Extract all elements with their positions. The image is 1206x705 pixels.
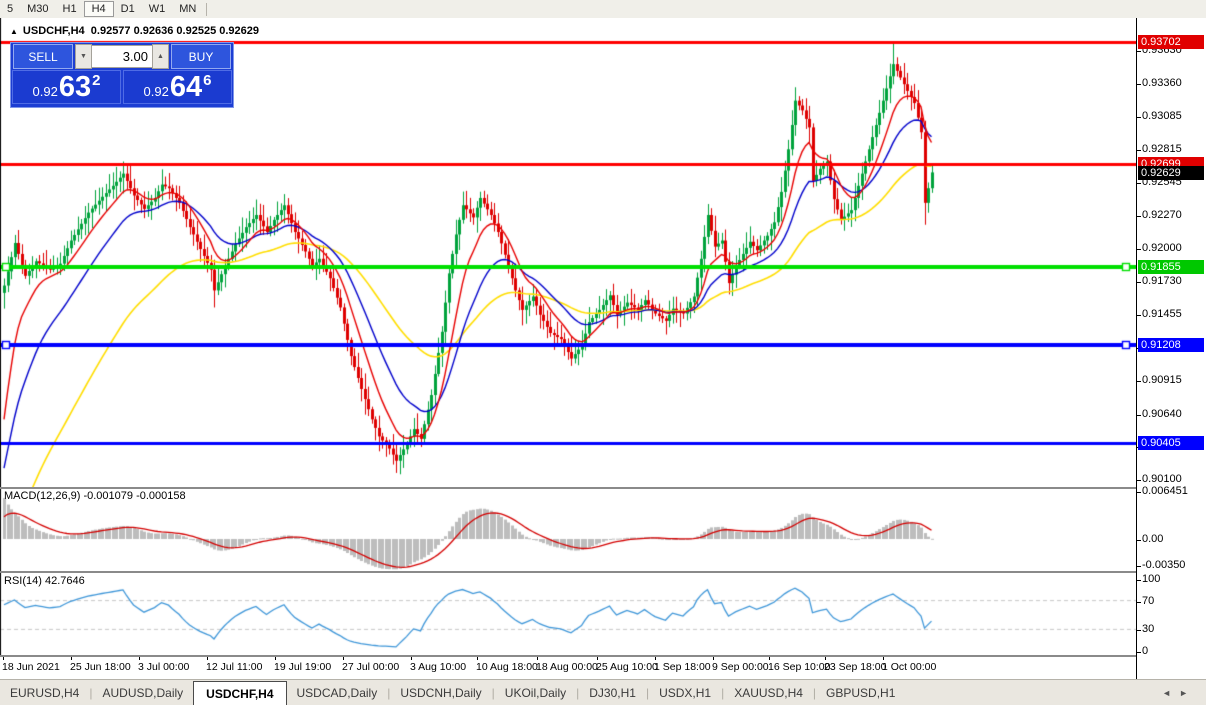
sell-price-prefix: 0.92 (32, 84, 58, 99)
time-axis-label: 9 Sep 00:00 (712, 657, 769, 673)
price-axis-tick: 0.90100 (1137, 473, 1182, 485)
timeframe-button-mn[interactable]: MN (179, 3, 197, 15)
rsi-axis-tick: 30 (1136, 623, 1155, 635)
tab-ukoil-daily[interactable]: UKOil,Daily (504, 686, 567, 700)
time-axis-label: 16 Sep 10:00 (768, 657, 831, 673)
price-axis-tick: 0.92815 (1137, 143, 1182, 155)
tab-separator: | (491, 686, 495, 700)
time-axis-label: 19 Jul 19:00 (274, 657, 332, 673)
one-click-trade-panel: SELL ▼ ▲ BUY 0.92 63 2 0.92 64 6 (10, 42, 234, 108)
time-axis-label: 27 Jul 00:00 (342, 657, 400, 673)
time-axis-label: 12 Jul 11:00 (206, 657, 263, 673)
timeframe-button-h1[interactable]: H1 (62, 3, 77, 15)
rsi-axis-tick: 0 (1136, 645, 1149, 657)
time-axis-label: 18 Jun 2021 (2, 657, 60, 673)
tab-separator: | (387, 686, 391, 700)
tab-usdchf-h4[interactable]: USDCHF,H4 (193, 680, 287, 705)
volume-decrease-button[interactable]: ▼ (75, 44, 92, 69)
sell-price-main: 63 (58, 71, 92, 103)
symbol-tab-bar: EURUSD,H4 | AUDUSD,Daily USDCHF,H4 USDCAD,Da… (0, 679, 1206, 705)
price-axis-tick: 0.91730 (1137, 275, 1182, 287)
time-axis-label: 25 Jun 18:00 (70, 657, 131, 673)
tab-usdcnh-daily[interactable]: USDCNH,Daily (400, 686, 482, 700)
tab-separator: | (645, 686, 650, 700)
macd-axis-tick: 0.00 (1136, 533, 1164, 545)
buy-price-pip: 6 (203, 72, 212, 89)
tab-scroll-arrows[interactable]: ◄► (1162, 688, 1196, 698)
tab-audusd-daily[interactable]: AUDUSD,Daily (102, 686, 184, 700)
macd-axis-tick: 0.006451 (1137, 485, 1188, 497)
tab-separator: | (812, 686, 817, 700)
time-axis-label: 10 Aug 18:00 (476, 657, 538, 673)
buy-price-display[interactable]: 0.92 64 6 (123, 70, 232, 104)
rsi-axis-tick: 70 (1136, 595, 1155, 607)
level-price-label: 0.90405 (1138, 436, 1204, 450)
time-axis-label: 1 Oct 00:00 (882, 657, 937, 673)
tab-separator: | (89, 686, 93, 700)
chart-ohlc-header: ▲ USDCHF,H4 0.92577 0.92636 0.92525 0.926… (10, 25, 259, 37)
time-axis-label: 23 Sep 18:00 (824, 657, 887, 673)
volume-input[interactable] (92, 45, 152, 68)
time-axis-label: 3 Aug 10:00 (410, 657, 467, 673)
timeframe-button-h4[interactable]: H4 (83, 1, 114, 17)
time-axis: 18 Jun 2021 25 Jun 18:00 3 Jul 00:00 12 Jul… (0, 657, 1136, 679)
price-axis-tick: 0.92270 (1137, 209, 1182, 221)
toolbar-separator (206, 2, 208, 16)
price-axis-tick: 0.90640 (1137, 408, 1182, 420)
sell-price-display[interactable]: 0.92 63 2 (12, 70, 121, 104)
level-price-label: 0.91208 (1138, 338, 1204, 352)
chart-region: ▲ USDCHF,H4 0.92577 0.92636 0.92525 0.926… (0, 18, 1206, 679)
level-price-label: 0.91855 (1138, 260, 1204, 274)
time-axis-label: 25 Aug 10:00 (596, 657, 658, 673)
timeframe-button-d1[interactable]: D1 (120, 3, 135, 15)
tab-eurusd-h4[interactable]: EURUSD,H4 (10, 686, 80, 700)
rsi-indicator-canvas[interactable] (0, 573, 1136, 657)
timeframe-toolbar: 5 M30 H1 H4 D1 W1 MN (0, 0, 1206, 19)
tab-separator: | (721, 686, 725, 700)
buy-button[interactable]: BUY (171, 44, 231, 69)
level-price-label: 0.93702 (1138, 35, 1204, 49)
chart-ohlc-values: 0.92577 0.92636 0.92525 0.92629 (90, 25, 259, 37)
price-axis-tick: 0.91455 (1137, 308, 1182, 320)
tab-usdcad-daily[interactable]: USDCAD,Daily (296, 686, 378, 700)
timeframe-button-w1[interactable]: W1 (148, 3, 166, 15)
sell-price-pip: 2 (92, 72, 101, 89)
collapse-panel-icon[interactable]: ▲ (10, 27, 18, 36)
time-axis-label: 18 Aug 00:00 (536, 657, 598, 673)
buy-price-main: 64 (169, 71, 203, 103)
rsi-axis-tick: 100 (1136, 573, 1161, 585)
macd-indicator-canvas[interactable] (0, 489, 1136, 572)
timeframe-button-m30[interactable]: M30 (27, 3, 49, 15)
buy-price-prefix: 0.92 (143, 84, 169, 99)
current-price-label: 0.92629 (1138, 166, 1204, 180)
price-axis-tick: 0.93360 (1137, 77, 1182, 89)
volume-increase-button[interactable]: ▲ (152, 44, 169, 69)
rsi-indicator-label: RSI(14) 42.7646 (4, 575, 85, 587)
timeframe-button-5[interactable]: 5 (7, 3, 14, 15)
tab-usdx-h1[interactable]: USDX,H1 (659, 686, 712, 700)
tab-gbpusd-h1[interactable]: GBPUSD,H1 (826, 686, 896, 700)
price-axis-tick: 0.92000 (1137, 242, 1182, 254)
price-axis-tick: 0.93085 (1137, 110, 1182, 122)
time-axis-label: 1 Sep 18:00 (654, 657, 711, 673)
tab-separator: | (576, 686, 580, 700)
macd-axis-tick: -0.00350 (1136, 559, 1186, 571)
chart-symbol-label: USDCHF,H4 (22, 25, 85, 37)
tab-xauusd-h4[interactable]: XAUUSD,H4 (734, 686, 803, 700)
macd-indicator-label: MACD(12,26,9) -0.001079 -0.000158 (4, 490, 186, 502)
sell-button[interactable]: SELL (13, 44, 73, 69)
tab-dj30-h1[interactable]: DJ30,H1 (589, 686, 636, 700)
price-axis-tick: 0.90915 (1137, 374, 1182, 386)
time-axis-label: 3 Jul 00:00 (138, 657, 190, 673)
price-axis: 0.93630 0.93360 0.93085 0.92815 0.92545 0.922… (1136, 18, 1206, 679)
